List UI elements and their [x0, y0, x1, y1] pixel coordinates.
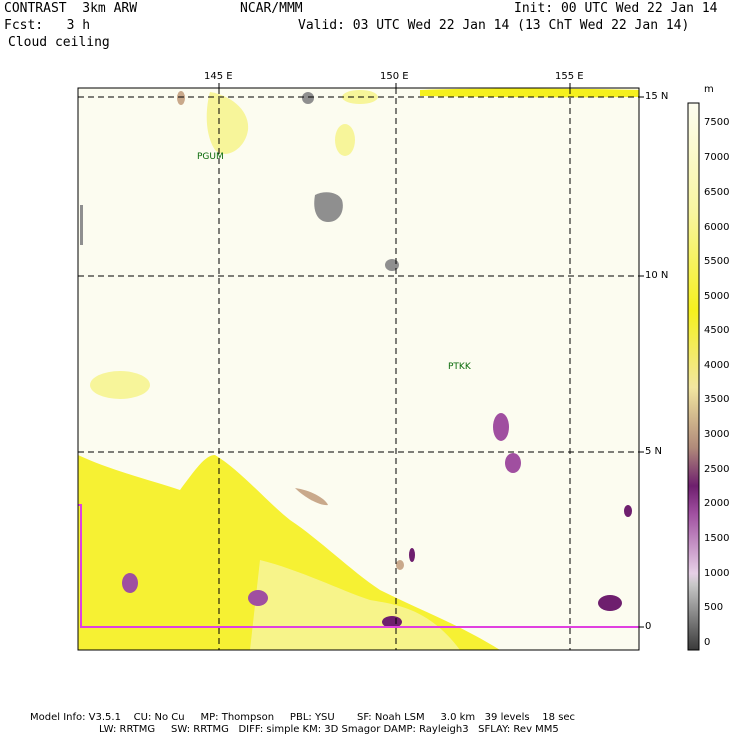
- init-time: Init: 00 UTC Wed 22 Jan 14: [514, 1, 718, 16]
- lon-label-155: 155 E: [555, 71, 584, 82]
- cloud-patch-purple: [493, 413, 509, 441]
- model-title: CONTRAST 3km ARW: [4, 1, 138, 16]
- station-label-pgum: PGUM: [197, 152, 224, 162]
- colorbar-label: 4000: [704, 360, 730, 371]
- colorbar-label: 5000: [704, 291, 730, 302]
- cloud-patch-gray: [302, 92, 314, 104]
- colorbar-label: 3000: [704, 429, 730, 440]
- colorbar-label: 2500: [704, 464, 730, 475]
- lat-lon-grid: [78, 88, 639, 650]
- cloud-patch-purple: [382, 616, 402, 628]
- field-name: Cloud ceiling: [8, 35, 110, 50]
- map-frame: [77, 87, 640, 651]
- colorbar-label: 500: [704, 602, 724, 613]
- colorbar: [687, 102, 700, 651]
- colorbar-label: 7000: [704, 152, 730, 163]
- lon-label-145: 145 E: [204, 71, 233, 82]
- cloud-region-yellow: [78, 455, 500, 650]
- cloud-patch-gray: [385, 259, 399, 271]
- cloud-patch-tan: [396, 560, 404, 570]
- colorbar-label: 7500: [704, 117, 730, 128]
- center-title: NCAR/MMM: [240, 1, 303, 16]
- colorbar-label: 5500: [704, 256, 730, 267]
- colorbar-label: 3500: [704, 394, 730, 405]
- colorbar-label: 4500: [704, 325, 730, 336]
- lat-ticks: [639, 96, 644, 628]
- colorbar-label: 2000: [704, 498, 730, 509]
- cloud-patch-purple: [505, 453, 521, 473]
- cloud-patch-purple: [624, 505, 632, 517]
- cloud-patch-tan: [177, 91, 185, 105]
- cloud-region-tan: [295, 488, 328, 506]
- cloud-patch-gray: [314, 192, 343, 222]
- lat-label-5n: 5 N: [645, 446, 663, 457]
- colorbar-label: 6000: [704, 222, 730, 233]
- lat-label-15n: 15 N: [645, 91, 669, 102]
- lon-ticks: [218, 83, 571, 88]
- lat-label-10n: 10 N: [645, 270, 669, 281]
- model-info-line2: LW: RRTMG SW: RRTMG DIFF: simple KM: 3D …: [99, 724, 559, 735]
- cloud-patch-purple: [248, 590, 268, 606]
- colorbar-label: 1000: [704, 568, 730, 579]
- colorbar-label: 0: [704, 637, 711, 648]
- forecast-hour: Fcst: 3 h: [4, 18, 91, 33]
- cloud-patch-purple: [409, 548, 415, 562]
- cloud-patch-purple: [598, 595, 622, 611]
- cloud-patch: [335, 124, 355, 156]
- cloud-region-pale-north: [206, 92, 249, 154]
- cloud-patch-gray: [80, 205, 83, 245]
- lon-label-150: 150 E: [380, 71, 409, 82]
- colorbar-label: 1500: [704, 533, 730, 544]
- model-info-line1: Model Info: V3.5.1 CU: No Cu MP: Thompso…: [30, 712, 576, 723]
- valid-time: Valid: 03 UTC Wed 22 Jan 14 (13 ChT Wed …: [298, 18, 690, 33]
- cloud-patch: [90, 371, 150, 399]
- domain-boundary: [78, 504, 639, 628]
- cloud-patch-purple: [122, 573, 138, 593]
- colorbar-unit: m: [704, 84, 714, 95]
- colorbar-label: 6500: [704, 187, 730, 198]
- lat-label-0: 0: [645, 621, 652, 632]
- cloud-strip-north: [420, 88, 639, 98]
- station-label-ptkk: PTKK: [448, 362, 471, 372]
